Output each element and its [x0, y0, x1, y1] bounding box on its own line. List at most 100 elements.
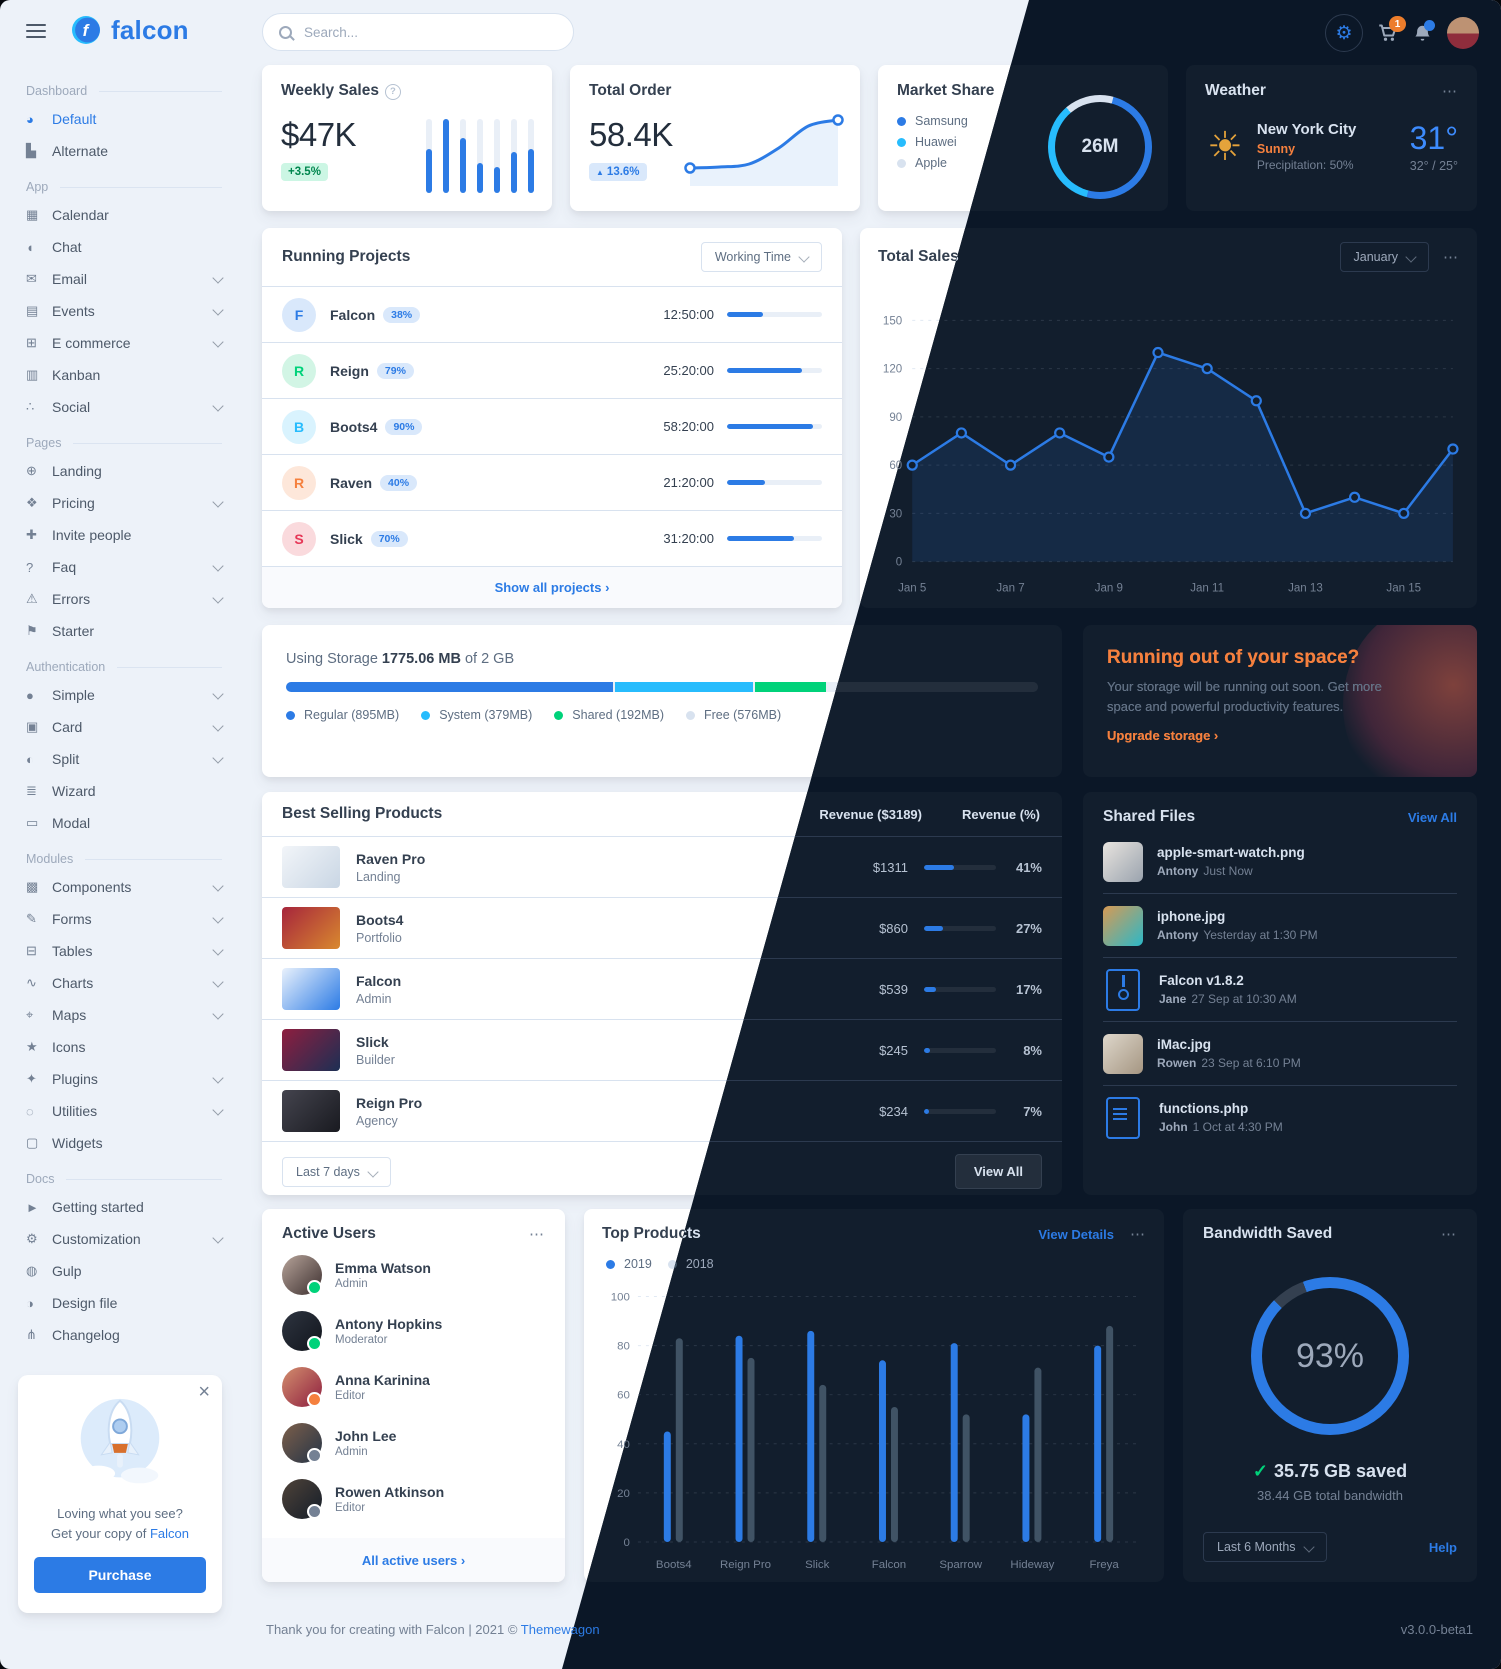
file-time: 23 Sep at 6:10 PM [1201, 1056, 1301, 1070]
sidebar-item-simple[interactable]: ● Simple [0, 679, 240, 711]
weekly-sales-bar [528, 119, 534, 193]
view-details-link[interactable]: View Details [1038, 1226, 1114, 1242]
user-row-rowen-atkinson[interactable]: Rowen Atkinson Editor [282, 1479, 545, 1519]
product-category[interactable]: Portfolio [356, 930, 402, 945]
file-owner: Jane [1159, 992, 1187, 1006]
falcon-link[interactable]: Falcon [149, 1526, 190, 1542]
running-projects-title: Running Projects [282, 248, 411, 265]
file-row-functions-php[interactable]: functions.php John 1 Oct at 4:30 PM [1103, 1086, 1457, 1149]
sidebar-item-maps[interactable]: ⌖ Maps [0, 999, 240, 1031]
user-row-emma-watson[interactable]: Emma Watson Admin [282, 1255, 545, 1295]
sidebar-item-e-commerce[interactable]: ⊞ E commerce [0, 327, 240, 359]
menu-toggle-button[interactable] [26, 24, 46, 42]
close-icon[interactable]: × [198, 1381, 210, 1403]
sidebar-item-pricing[interactable]: ❖ Pricing [0, 487, 240, 519]
shared-files-view-all-link[interactable]: View All [1407, 809, 1457, 825]
info-icon[interactable]: ? [384, 83, 401, 100]
sidebar-item-calendar[interactable]: ▦ Calendar [0, 199, 240, 231]
sidebar-item-invite-people[interactable]: ✚ Invite people [0, 519, 240, 551]
notification-dot [1424, 19, 1435, 31]
sidebar-item-forms[interactable]: ✎ Forms [0, 903, 240, 935]
sidebar-item-email[interactable]: ✉ Email [0, 263, 240, 295]
sidebar-item-icons[interactable]: ★ Icons [0, 1031, 240, 1063]
legend-label: Samsung [915, 114, 968, 128]
user-row-antony-hopkins[interactable]: Antony Hopkins Moderator [282, 1311, 545, 1351]
sidebar-item-default[interactable]: ◕ Default [0, 103, 240, 135]
sidebar-item-starter[interactable]: ⚑ Starter [0, 615, 240, 647]
sidebar-item-gulp[interactable]: ◍ Gulp [0, 1255, 240, 1287]
sidebar-item-utilities[interactable]: ◌ Utilities [0, 1095, 240, 1127]
total-order-title: Total Order [589, 82, 672, 99]
sidebar-item-customization[interactable]: ⚙ Customization [0, 1223, 240, 1255]
sidebar-item-design-file[interactable]: ◑ Design file [0, 1287, 240, 1319]
product-category[interactable]: Agency [356, 1113, 398, 1128]
sidebar-item-components[interactable]: ▩ Components [0, 871, 240, 903]
svg-text:100: 100 [611, 1291, 630, 1303]
sidebar-item-errors[interactable]: ⚠ Errors [0, 583, 240, 615]
user-avatar[interactable] [1447, 17, 1479, 49]
purchase-button[interactable]: Purchase [34, 1557, 206, 1594]
sidebar-item-modal[interactable]: ▭ Modal [0, 807, 240, 839]
more-options-icon[interactable]: ⋯ [529, 1225, 545, 1243]
more-options-icon[interactable]: ⋯ [1442, 82, 1458, 100]
sidebar-item-events[interactable]: ▤ Events [0, 295, 240, 327]
sidebar-item-faq[interactable]: ? Faq [0, 551, 240, 583]
file-row-iphone-jpg[interactable]: iphone.jpg Antony Yesterday at 1:30 PM [1103, 894, 1457, 958]
all-active-users-link[interactable]: All active users › [361, 1552, 466, 1568]
falcon-logo[interactable]: f falcon [70, 14, 189, 46]
product-category[interactable]: Builder [356, 1052, 395, 1067]
sidebar-item-wizard[interactable]: ≣ Wizard [0, 775, 240, 807]
file-row-apple-smart-watch-png[interactable]: apple-smart-watch.png Antony Just Now [1103, 830, 1457, 894]
product-category[interactable]: Admin [356, 991, 392, 1006]
upgrade-storage-link[interactable]: Upgrade storage › [1107, 728, 1219, 743]
sidebar-item-label: Calendar [52, 207, 109, 223]
file-name: iMac.jpg [1157, 1037, 1212, 1052]
top-products-card: Top Products View Details ⋯ 2019 2018 0 20… [584, 1209, 1164, 1582]
user-row-john-lee[interactable]: John Lee Admin [282, 1423, 545, 1463]
help-link[interactable]: Help [1428, 1539, 1457, 1555]
file-row-falcon-v1-8-2[interactable]: Falcon v1.8.2 Jane 27 Sep at 10:30 AM [1103, 958, 1457, 1022]
sidebar-item-social[interactable]: ∴ Social [0, 391, 240, 423]
last-6-months-select[interactable]: Last 6 Months [1203, 1532, 1327, 1562]
sidebar-item-landing[interactable]: ⊕ Landing [0, 455, 240, 487]
working-time-select[interactable]: Working Time [700, 242, 822, 272]
cart-button[interactable]: 1 [1378, 16, 1406, 43]
sidebar-item-label: Default [52, 111, 97, 127]
sidebar-item-label: Card [52, 719, 83, 735]
upgrade-body: Your storage will be running out soon. G… [1107, 679, 1382, 714]
more-options-icon[interactable]: ⋯ [1130, 1225, 1146, 1243]
sidebar-item-chat[interactable]: ◖ Chat [0, 231, 240, 263]
sidebar-item-getting-started[interactable]: ► Getting started [0, 1191, 240, 1223]
settings-button[interactable]: ⚙ [1325, 14, 1363, 52]
best-selling-list: Raven ProLanding$131141%Boots4Portfolio$… [562, 837, 1062, 1142]
product-category[interactable]: Landing [356, 869, 401, 884]
more-options-icon[interactable]: ⋯ [1441, 1225, 1457, 1243]
sidebar-item-tables[interactable]: ⊟ Tables [0, 935, 240, 967]
user-name: Rowen Atkinson [335, 1484, 445, 1500]
month-select[interactable]: January [1339, 242, 1429, 272]
show-all-projects-link[interactable]: Show all projects › [494, 580, 610, 595]
sidebar-item-plugins[interactable]: ✦ Plugins [0, 1063, 240, 1095]
legend-label: System (379MB) [439, 708, 533, 722]
sidebar-item-changelog[interactable]: ⋔ Changelog [0, 1319, 240, 1351]
sidebar-item-label: Starter [52, 623, 95, 639]
sidebar-item-charts[interactable]: ∿ Charts [0, 967, 240, 999]
search-input[interactable] [302, 23, 557, 41]
more-options-icon[interactable]: ⋯ [1443, 248, 1459, 266]
sidebar-item-card[interactable]: ▣ Card [0, 711, 240, 743]
project-avatar: R [282, 465, 316, 500]
project-percent-badge: 38% [383, 306, 421, 323]
sidebar-item-alternate[interactable]: ▙ Alternate [0, 135, 240, 167]
view-all-button[interactable]: View All [954, 1154, 1042, 1189]
sidebar-item-widgets[interactable]: ▢ Widgets [0, 1127, 240, 1159]
sidebar-item-split[interactable]: ◐ Split [0, 743, 240, 775]
file-row-imac-jpg[interactable]: iMac.jpg Rowen 23 Sep at 6:10 PM [1103, 1022, 1457, 1086]
last-7-days-select[interactable]: Last 7 days [282, 1156, 391, 1187]
upgrade-storage-link[interactable]: Upgrade storage › [1107, 728, 1219, 743]
sidebar-item-kanban[interactable]: ▥ Kanban [0, 359, 240, 391]
notifications-button[interactable] [1413, 19, 1435, 43]
user-row-anna-karinina[interactable]: Anna Karinina Editor [282, 1367, 545, 1407]
